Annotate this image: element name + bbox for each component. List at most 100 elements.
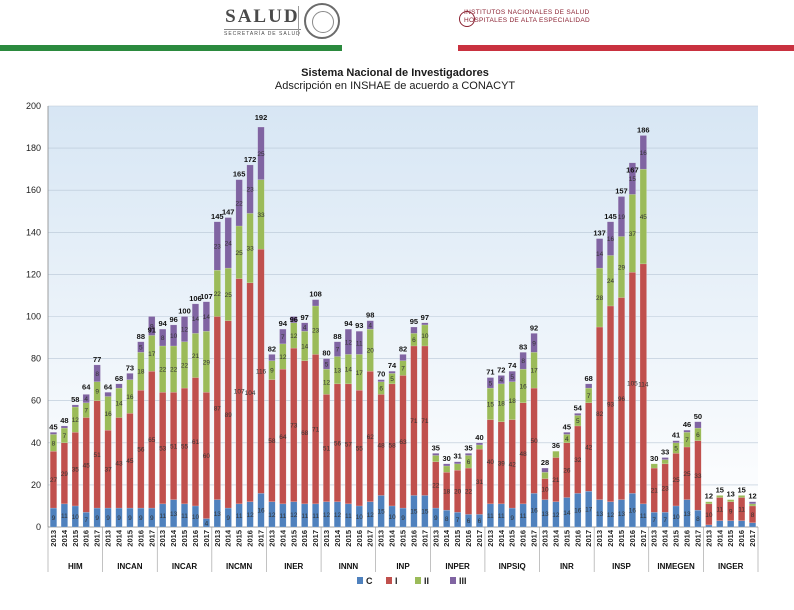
segment-value-label: 22 [214,291,222,298]
segment-value-label: 9 [729,509,733,516]
bar-segment-II [716,495,724,498]
segment-value-label: 22 [236,200,244,207]
segment-value-label: 17 [585,507,593,514]
segment-value-label: 8 [161,335,165,342]
bar-total-label: 35 [432,443,440,452]
year-tick-label: 2013 [322,530,331,547]
y-tick-label: 160 [26,185,41,195]
segment-value-label: 11 [159,513,166,520]
institution-label: INER [284,562,303,571]
bar-segment-III [585,383,593,389]
bar-segment-C [443,509,451,528]
year-tick-label: 2016 [573,530,582,547]
segment-value-label: 9 [117,515,121,522]
legend-swatch-II [415,577,421,584]
segment-value-label: 53 [159,446,167,453]
segment-value-label: 8 [52,440,56,447]
segment-value-label: 51 [170,443,178,450]
segment-value-label: 10 [192,514,200,521]
segment-value-label: 39 [498,460,506,467]
segment-value-label: 12 [246,512,254,519]
year-tick-label: 2014 [169,529,178,547]
bar-segment-C [301,503,309,528]
bar-total-label: 94 [159,319,168,328]
year-tick-label: 2016 [246,530,255,547]
bar-total-label: 64 [82,382,91,391]
segment-value-label: 5 [390,376,394,383]
segment-value-label: 43 [115,460,123,467]
bar-segment-I [191,377,199,507]
bar-segment-II [541,472,549,479]
year-tick-label: 2015 [235,530,244,547]
bar-total-label: 40 [475,433,483,442]
legend-label-C: C [366,576,373,586]
segment-value-label: 61 [192,439,200,446]
bar-segment-III [454,461,462,465]
bar-total-label: 82 [268,344,276,353]
bar-segment-III [202,301,210,332]
segment-value-label: 16 [520,383,528,390]
bar-segment-C [727,520,735,528]
year-tick-label: 2015 [672,530,681,547]
stacked-bar-chart: Sistema Nacional de Investigadores Adscr… [26,67,759,586]
bar-total-label: 73 [126,363,134,372]
segment-value-label: 12 [334,512,342,519]
segment-value-label: 33 [257,212,265,219]
bar-total-label: 107 [200,292,213,301]
segment-value-label: 63 [399,439,407,446]
bar-segment-III [279,328,287,345]
segment-value-label: 4 [205,520,209,527]
institution-label: INMEGEN [657,562,695,571]
segment-value-label: 5 [674,446,678,453]
bar-segment-III [355,331,363,355]
year-tick-label: 2014 [60,529,69,547]
bar-segment-I [399,375,407,509]
segment-value-label: 15 [410,509,418,516]
segment-value-label: 17 [148,351,156,358]
segment-value-label: 16 [126,394,134,401]
segment-value-label: 18 [443,489,451,496]
y-tick-label: 140 [26,227,41,237]
bar-segment-II [552,451,560,458]
bar-total-label: 41 [672,431,680,440]
y-tick-label: 200 [26,101,41,111]
year-tick-label: 2014 [115,529,124,547]
bar-total-label: 94 [279,319,288,328]
bar-segment-III [432,453,440,456]
bar-segment-III [126,373,134,380]
segment-value-label: 5 [325,361,329,368]
segment-value-label: 22 [465,489,473,496]
segment-value-label: 12 [345,339,353,346]
segment-value-label: 9 [434,515,438,522]
segment-value-label: 11 [520,513,527,520]
bar-segment-III [71,404,79,408]
segment-value-label: 16 [607,236,615,243]
national-seal-icon [304,3,340,39]
segment-value-label: 9 [95,389,99,396]
segment-value-label: 45 [126,458,134,465]
bar-segment-III [399,354,407,361]
year-tick-label: 2015 [71,530,80,547]
bar-segment-III [475,442,483,446]
segment-value-label: 8 [521,358,525,365]
bar-segment-III [246,164,254,214]
bar-segment-II [705,501,713,505]
segment-value-label: 71 [421,418,429,425]
bar-total-label: 147 [222,208,235,217]
bar-segment-III [377,379,385,382]
segment-value-label: 11 [498,513,505,520]
segment-value-label: 17 [356,370,364,377]
bar-segment-III [333,341,341,357]
segment-value-label: 65 [148,437,156,444]
bar-total-label: 98 [366,311,374,320]
bar-total-label: 172 [244,155,257,164]
bar-total-label: 28 [541,458,549,467]
year-tick-label: 2014 [606,529,615,547]
segment-value-label: 24 [607,278,615,285]
segment-value-label: 31 [476,479,484,486]
segment-value-label: 9 [150,515,154,522]
legend-label-II: II [424,576,429,586]
bar-segment-C [344,503,352,528]
bar-total-label: 15 [737,485,745,494]
year-tick-label: 2016 [191,530,200,547]
